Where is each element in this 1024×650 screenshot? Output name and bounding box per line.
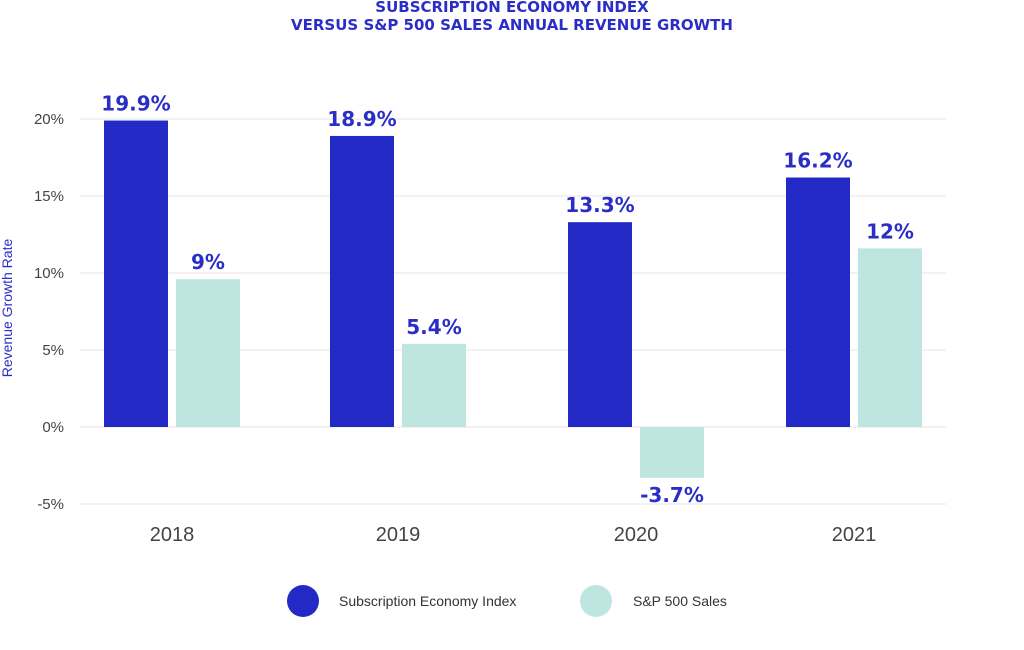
data-labels: 19.9% 9% 18.9% 5.4% 13.3% -3.7% 16.2% 12% [101, 92, 914, 507]
data-label: -3.7% [640, 483, 704, 507]
bar-subscription-2018 [104, 120, 168, 427]
data-label: 13.3% [565, 193, 634, 217]
y-tick-label: 10% [34, 265, 64, 282]
bar-subscription-2019 [330, 135, 394, 427]
chart-title-line-2: VERSUS S&P 500 SALES ANNUAL REVENUE GROW… [291, 16, 733, 34]
legend-marker [287, 585, 319, 617]
legend-marker [580, 585, 612, 617]
bar-sp500-2019 [402, 343, 466, 427]
legend: Subscription Economy Index S&P 500 Sales [287, 585, 727, 617]
data-label: 9% [191, 250, 225, 274]
y-tick-label: 5% [42, 342, 64, 359]
y-ticks: 20% 15% 10% 5% 0% -5% [34, 111, 64, 513]
x-tick-label: 2021 [832, 524, 877, 546]
data-label: 19.9% [101, 92, 170, 116]
x-ticks: 2018 2019 2020 2021 [150, 524, 877, 546]
y-tick-label: 20% [34, 111, 64, 128]
bar-sp500-2018 [176, 279, 240, 427]
y-axis-label: Revenue Growth Rate [0, 239, 15, 378]
bar-subscription-2020 [568, 222, 632, 427]
data-label: 16.2% [783, 149, 852, 173]
bars [104, 120, 922, 478]
bar-sp500-2021 [858, 248, 922, 427]
y-tick-label: 15% [34, 188, 64, 205]
y-tick-label: -5% [37, 496, 64, 513]
data-label: 5.4% [406, 315, 461, 339]
legend-label: S&P 500 Sales [633, 593, 727, 609]
data-label: 18.9% [327, 107, 396, 131]
bar-sp500-2020 [640, 427, 704, 478]
x-tick-label: 2020 [614, 524, 659, 546]
chart-title-line-1: SUBSCRIPTION ECONOMY INDEX [375, 0, 649, 16]
x-tick-label: 2019 [376, 524, 421, 546]
y-tick-label: 0% [42, 419, 64, 436]
data-label: 12% [866, 219, 914, 243]
legend-label: Subscription Economy Index [339, 593, 516, 609]
bar-subscription-2021 [786, 177, 850, 427]
x-tick-label: 2018 [150, 524, 195, 546]
